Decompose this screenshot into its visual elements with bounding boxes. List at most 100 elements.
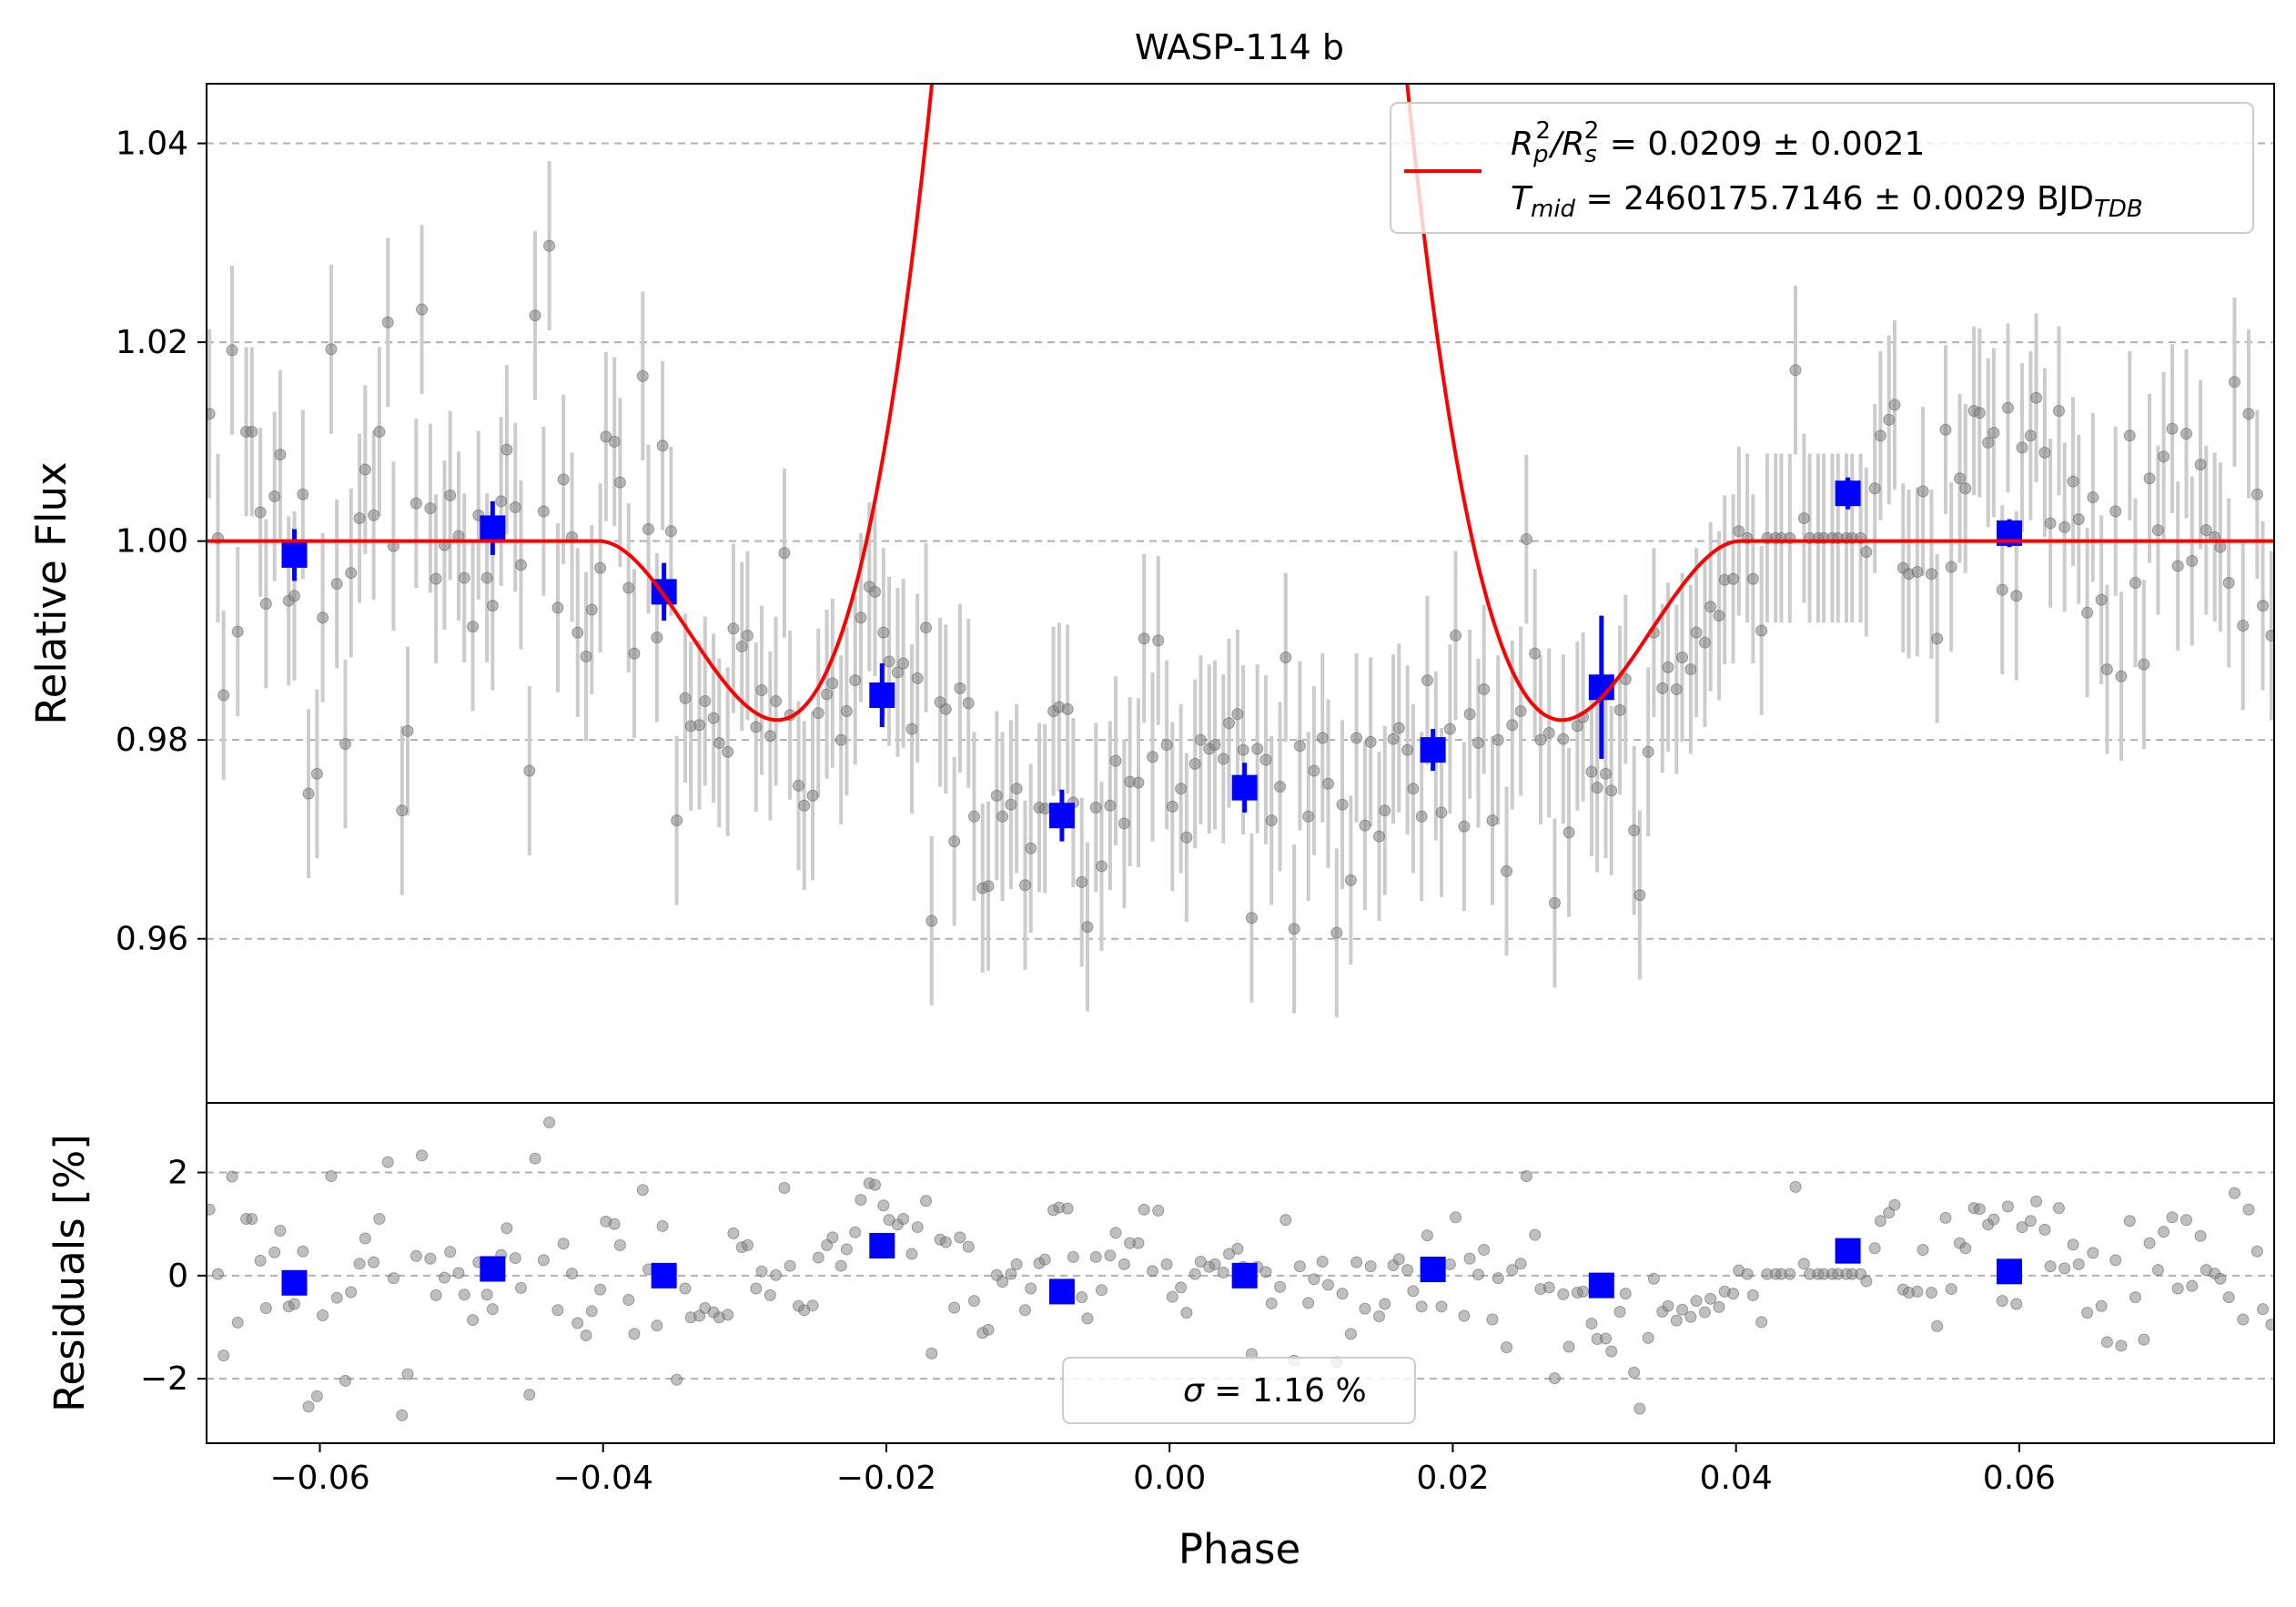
raw-data-point bbox=[2214, 541, 2227, 553]
raw-data-point bbox=[1118, 817, 1130, 830]
residual-raw-point bbox=[636, 1184, 649, 1197]
raw-data-point bbox=[288, 590, 300, 602]
residual-raw-point bbox=[1364, 1260, 1377, 1273]
x-axis-label: Phase bbox=[1178, 1525, 1300, 1573]
residual-raw-point bbox=[1067, 1250, 1079, 1263]
residual-raw-point bbox=[1302, 1297, 1315, 1309]
residual-raw-point bbox=[741, 1238, 754, 1251]
raw-data-point bbox=[1373, 830, 1386, 843]
raw-data-point bbox=[2044, 517, 2057, 530]
residual-raw-point bbox=[1350, 1256, 1363, 1268]
residual-raw-point bbox=[594, 1283, 607, 1296]
raw-data-point bbox=[826, 677, 839, 690]
binned-data-point bbox=[869, 682, 895, 708]
residual-raw-point bbox=[651, 1319, 663, 1332]
raw-data-point bbox=[330, 578, 343, 591]
residual-raw-point bbox=[1939, 1211, 1952, 1224]
raw-data-point bbox=[2100, 663, 2113, 676]
residual-raw-point bbox=[2109, 1254, 2122, 1267]
residual-raw-point bbox=[967, 1295, 980, 1308]
residual-raw-point bbox=[381, 1156, 394, 1168]
raw-data-point bbox=[1223, 717, 1236, 730]
residual-raw-point bbox=[1684, 1310, 1697, 1323]
residual-raw-point bbox=[217, 1349, 230, 1362]
raw-data-point bbox=[1713, 610, 1725, 622]
residual-raw-point bbox=[764, 1289, 776, 1301]
raw-data-point bbox=[812, 707, 824, 720]
raw-data-point bbox=[543, 239, 556, 252]
residual-raw-point bbox=[1642, 1331, 1654, 1344]
residual-raw-point bbox=[1373, 1310, 1386, 1323]
residual-raw-point bbox=[1713, 1300, 1725, 1313]
residual-raw-point bbox=[1973, 1203, 1986, 1216]
raw-data-point bbox=[1874, 430, 1886, 442]
raw-data-point bbox=[2194, 458, 2207, 470]
chart-title: WASP-114 b bbox=[1135, 27, 1344, 67]
residual-raw-point bbox=[1450, 1211, 1462, 1224]
residual-raw-point bbox=[1647, 1272, 1660, 1285]
main-y-ticks: 0.96 0.98 1.00 1.02 1.04 bbox=[116, 126, 207, 958]
raw-data-point bbox=[840, 704, 853, 717]
residual-binned-point bbox=[1996, 1258, 2022, 1285]
raw-data-point bbox=[2030, 391, 2043, 404]
residual-raw-point bbox=[444, 1246, 457, 1258]
raw-data-point bbox=[254, 506, 267, 519]
residual-raw-point bbox=[1746, 1289, 1759, 1301]
raw-data-point bbox=[1917, 485, 1929, 498]
binned-data-point bbox=[480, 515, 506, 541]
residual-raw-point bbox=[254, 1254, 267, 1267]
raw-data-point bbox=[259, 597, 272, 610]
raw-data-point bbox=[1160, 739, 1173, 752]
residual-raw-point bbox=[325, 1169, 338, 1182]
residual-raw-point bbox=[1259, 1266, 1272, 1279]
raw-data-point bbox=[1132, 776, 1145, 789]
raw-data-point bbox=[1755, 624, 1768, 637]
raw-data-point bbox=[1359, 819, 1371, 832]
residual-raw-point bbox=[1392, 1253, 1405, 1266]
x-tick-label: 0.06 bbox=[1983, 1460, 2056, 1497]
residual-raw-point bbox=[1025, 1282, 1037, 1295]
raw-data-point bbox=[1520, 532, 1532, 545]
residual-raw-point bbox=[1506, 1264, 1519, 1277]
main-y-axis-label: Relative Flux bbox=[27, 461, 76, 724]
residual-raw-point bbox=[1931, 1319, 1944, 1332]
residual-raw-point bbox=[2194, 1229, 2207, 1242]
raw-data-point bbox=[1330, 926, 1343, 939]
residual-raw-point bbox=[948, 1301, 961, 1314]
raw-data-point bbox=[1061, 702, 1074, 715]
residual-raw-point bbox=[755, 1265, 768, 1278]
residual-raw-point bbox=[1741, 1268, 1754, 1280]
residual-raw-point bbox=[2237, 1313, 2250, 1326]
raw-data-point bbox=[2038, 446, 2051, 459]
raw-data-point bbox=[651, 632, 663, 644]
raw-data-point bbox=[1988, 427, 2000, 440]
residual-raw-point bbox=[1274, 1280, 1287, 1293]
residual-raw-point bbox=[1797, 1258, 1810, 1270]
raw-data-point bbox=[302, 787, 315, 800]
raw-data-point bbox=[2024, 430, 2037, 442]
raw-data-point bbox=[2001, 401, 2014, 414]
raw-data-point bbox=[1959, 482, 1972, 495]
residual-raw-point bbox=[1727, 1288, 1740, 1300]
residual-raw-point bbox=[1188, 1268, 1201, 1280]
binned-data-point bbox=[1048, 803, 1075, 829]
residual-raw-point bbox=[514, 1281, 527, 1294]
residual-raw-point bbox=[1138, 1203, 1150, 1216]
raw-data-point bbox=[2087, 491, 2099, 504]
residual-raw-point bbox=[259, 1302, 272, 1315]
residual-raw-point bbox=[509, 1252, 521, 1265]
raw-data-point bbox=[1642, 745, 1654, 758]
residual-raw-point bbox=[1563, 1340, 1575, 1353]
raw-data-point bbox=[636, 369, 649, 382]
residual-raw-point bbox=[1076, 1291, 1088, 1304]
residual-raw-point bbox=[1038, 1253, 1051, 1266]
raw-data-point bbox=[849, 674, 862, 687]
raw-data-point bbox=[1450, 629, 1462, 642]
raw-data-point bbox=[317, 611, 329, 624]
x-tick-label: −0.04 bbox=[553, 1460, 653, 1497]
raw-data-point bbox=[755, 684, 768, 697]
residual-raw-point bbox=[1486, 1313, 1499, 1326]
residual-raw-point bbox=[424, 1252, 437, 1265]
residual-raw-point bbox=[1231, 1242, 1244, 1255]
residual-raw-point bbox=[1443, 1258, 1456, 1270]
